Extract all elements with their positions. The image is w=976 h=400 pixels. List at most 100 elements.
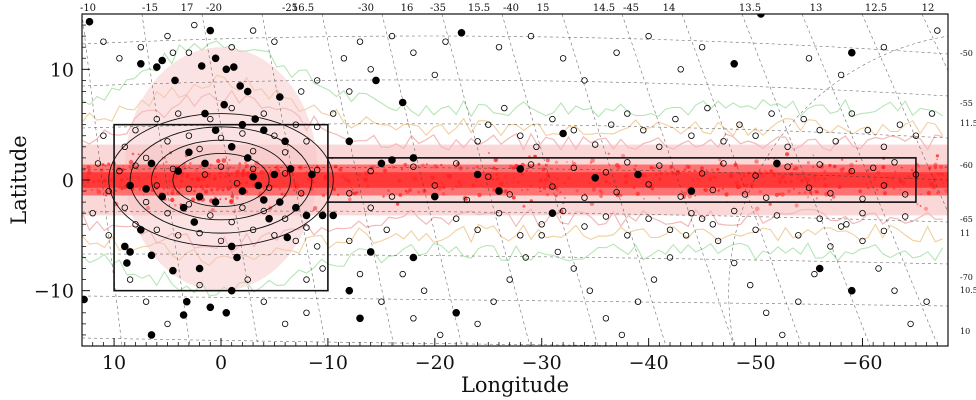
plane-speckle [567, 176, 571, 180]
plane-speckle [244, 164, 249, 168]
plane-speckle [153, 175, 157, 179]
open-point [249, 27, 257, 34]
top-axis-label: -35 [430, 3, 446, 14]
x-tick-label: 10 [102, 352, 126, 374]
plane-speckle [353, 191, 357, 196]
plane-speckle [616, 164, 621, 170]
plane-speckle [542, 186, 547, 190]
open-point [747, 281, 754, 289]
plane-speckle [920, 174, 923, 177]
plane-speckle [417, 190, 421, 194]
plane-speckle [174, 175, 178, 179]
open-point [121, 143, 128, 150]
open-point [303, 309, 310, 316]
open-point [592, 141, 599, 148]
plane-speckle [162, 187, 165, 190]
open-point [196, 145, 203, 153]
plane-speckle [477, 192, 482, 198]
plane-speckle [212, 192, 215, 194]
plane-speckle [522, 204, 526, 208]
plane-speckle [659, 171, 663, 175]
filled-point [259, 126, 268, 134]
open-point [709, 186, 716, 194]
filled-point [220, 100, 229, 109]
open-point [666, 226, 674, 233]
plane-speckle [563, 196, 567, 200]
plane-speckle [134, 165, 138, 169]
open-point [554, 248, 561, 256]
open-point [431, 71, 438, 79]
plane-speckle [493, 157, 498, 163]
filled-point [275, 93, 284, 101]
plane-speckle [193, 189, 196, 192]
grid-parallel [82, 295, 948, 307]
plane-speckle [499, 181, 504, 186]
plane-speckle [356, 191, 359, 194]
open-point [105, 187, 112, 195]
plane-speckle [685, 164, 690, 169]
grid-parallel [82, 337, 693, 346]
plane-speckle [735, 184, 741, 190]
plane-speckle [475, 179, 477, 182]
plane-speckle [839, 167, 844, 173]
plane-speckle [224, 197, 228, 201]
plane-speckle [858, 189, 863, 194]
open-point [228, 44, 235, 51]
filled-point [275, 198, 284, 206]
plane-speckle [899, 189, 902, 191]
plane-speckle [767, 158, 770, 161]
plane-speckle [272, 184, 275, 188]
open-point [100, 38, 107, 45]
open-point [698, 215, 706, 222]
open-point [709, 221, 716, 228]
x-tick-label: 0 [215, 352, 227, 374]
plane-speckle [142, 194, 145, 196]
top-axis-label: 13 [810, 3, 823, 14]
filled-point [137, 59, 145, 68]
open-point [474, 138, 481, 145]
open-point [698, 44, 706, 51]
filled-point [302, 211, 311, 220]
open-point [217, 163, 225, 170]
open-point [271, 38, 278, 45]
open-point [420, 287, 428, 294]
plane-speckle [746, 173, 750, 176]
plane-speckle [350, 186, 352, 189]
plane-speckle [447, 174, 453, 179]
plane-speckle [599, 194, 603, 199]
open-point [346, 237, 353, 245]
open-point [816, 161, 823, 168]
top-axis-label: -20 [206, 3, 222, 14]
plane-speckle [137, 176, 141, 180]
plane-speckle [97, 179, 102, 183]
plane-speckle [619, 193, 623, 197]
plane-speckle [794, 166, 799, 171]
plane-speckle [408, 188, 413, 193]
plane-speckle [898, 179, 903, 184]
plane-speckle [135, 185, 138, 188]
open-point [559, 55, 567, 62]
plane-speckle [495, 177, 500, 182]
right-axis-label: 11.5 [960, 119, 976, 128]
open-point [907, 320, 914, 328]
plane-speckle [194, 185, 198, 189]
open-point [185, 201, 193, 208]
plane-speckle [398, 193, 403, 197]
plane-speckle [590, 158, 595, 163]
open-point [522, 254, 529, 261]
plane-speckle [781, 175, 785, 179]
plane-speckle [395, 202, 400, 206]
plane-speckle [504, 189, 508, 193]
top-axis-label: -30 [358, 3, 374, 14]
plane-speckle [235, 169, 241, 174]
open-point [431, 182, 438, 189]
open-point [837, 71, 845, 79]
plane-speckle [92, 180, 96, 184]
plane-speckle [190, 197, 196, 202]
open-point [634, 298, 642, 305]
open-point [271, 132, 278, 139]
plane-speckle [642, 179, 644, 182]
open-point [116, 167, 123, 175]
plane-speckle [805, 177, 811, 183]
plane-speckle [235, 173, 239, 178]
